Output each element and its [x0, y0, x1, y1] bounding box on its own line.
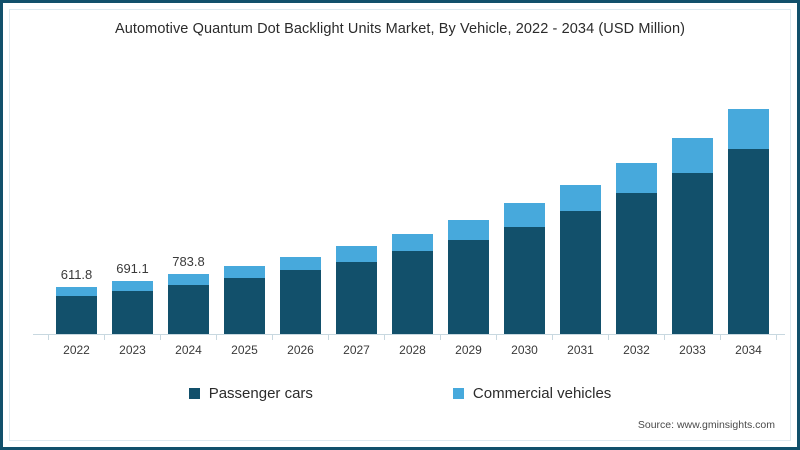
- bar-segment-passenger-cars-2025[interactable]: [224, 278, 265, 334]
- bar-segment-passenger-cars-2027[interactable]: [336, 261, 377, 334]
- x-axis-tick-2022: [48, 335, 49, 340]
- bar-segment-passenger-cars-2032[interactable]: [616, 193, 657, 334]
- bar-series-container: 611.8 691.1 783.8: [33, 98, 785, 340]
- bar-group-2030[interactable]: [504, 203, 545, 334]
- x-axis-tick-2033: [664, 335, 665, 340]
- x-axis-line: [33, 334, 785, 335]
- x-axis-label-2024: 2024: [175, 343, 202, 357]
- bar-segment-commercial-vehicles-2033[interactable]: [672, 138, 713, 173]
- bar-group-2027[interactable]: [336, 246, 377, 334]
- x-axis-tick-2034: [720, 335, 721, 340]
- bar-segment-passenger-cars-2024[interactable]: [168, 284, 209, 334]
- bar-group-2029[interactable]: [448, 219, 489, 334]
- bar-group-2034[interactable]: [728, 109, 769, 334]
- bar-segment-commercial-vehicles-2028[interactable]: [392, 233, 433, 252]
- x-axis-tick-2028: [384, 335, 385, 340]
- bar-segment-passenger-cars-2023[interactable]: [112, 290, 153, 334]
- bar-segment-passenger-cars-2034[interactable]: [728, 149, 769, 334]
- bar-value-label-2024: 783.8: [172, 254, 205, 270]
- bar-segment-commercial-vehicles-2029[interactable]: [448, 219, 489, 240]
- x-axis-tick-2027: [328, 335, 329, 340]
- plot-area: 611.8 691.1 783.8: [33, 98, 785, 340]
- legend-item-commercial-vehicles[interactable]: Commercial vehicles: [452, 385, 612, 402]
- bar-segment-commercial-vehicles-2034[interactable]: [728, 109, 769, 150]
- bar-group-2025[interactable]: [224, 266, 265, 334]
- bar-segment-commercial-vehicles-2025[interactable]: [224, 266, 265, 279]
- x-axis-label-2027: 2027: [343, 343, 370, 357]
- bar-segment-passenger-cars-2022[interactable]: [56, 295, 97, 334]
- x-axis-label-2032: 2032: [623, 343, 650, 357]
- bar-group-2028[interactable]: [392, 233, 433, 334]
- bar-segment-commercial-vehicles-2024[interactable]: [168, 274, 209, 285]
- x-axis-label-2030: 2030: [511, 343, 538, 357]
- legend-swatch-icon: [188, 388, 200, 399]
- legend-label: Passenger cars: [208, 385, 313, 402]
- x-axis-label-2025: 2025: [231, 343, 258, 357]
- bar-value-label-2023: 691.1: [116, 261, 149, 277]
- x-axis-label-2034: 2034: [735, 343, 762, 357]
- bar-segment-passenger-cars-2029[interactable]: [448, 239, 489, 334]
- x-axis-tick-2023: [104, 335, 105, 340]
- bar-segment-passenger-cars-2031[interactable]: [560, 211, 601, 334]
- x-axis-label-2026: 2026: [287, 343, 314, 357]
- x-axis-tick-2026: [272, 335, 273, 340]
- x-axis-tick-end: [776, 335, 777, 340]
- legend-label: Commercial vehicles: [472, 385, 612, 402]
- x-axis-tick-2030: [496, 335, 497, 340]
- bar-segment-commercial-vehicles-2031[interactable]: [560, 184, 601, 212]
- x-axis-labels: 2022 2023 2024 2025 2026 2027 2028 2029 2030 2031…: [33, 343, 785, 363]
- x-axis-label-2031: 2031: [567, 343, 594, 357]
- bar-group-2033[interactable]: [672, 138, 713, 334]
- x-axis-label-2022: 2022: [63, 343, 90, 357]
- source-attribution: Source: www.gminsights.com: [637, 419, 775, 431]
- bar-segment-commercial-vehicles-2023[interactable]: [112, 281, 153, 291]
- bar-segment-commercial-vehicles-2030[interactable]: [504, 203, 545, 227]
- bar-group-2023[interactable]: 691.1: [112, 261, 153, 334]
- bar-segment-commercial-vehicles-2027[interactable]: [336, 246, 377, 262]
- x-axis-tick-2031: [552, 335, 553, 340]
- chart-legend: Passenger cars Commercial vehicles: [3, 385, 797, 402]
- x-axis-tick-2025: [216, 335, 217, 340]
- bar-segment-commercial-vehicles-2032[interactable]: [616, 163, 657, 194]
- bar-value-label-2022: 611.8: [60, 267, 93, 283]
- x-axis-label-2023: 2023: [119, 343, 146, 357]
- x-axis-label-2028: 2028: [399, 343, 426, 357]
- bar-group-2024[interactable]: 783.8: [168, 254, 209, 334]
- bar-segment-passenger-cars-2028[interactable]: [392, 251, 433, 334]
- x-axis-tick-2024: [160, 335, 161, 340]
- x-axis-tick-2032: [608, 335, 609, 340]
- bar-group-2026[interactable]: [280, 256, 321, 334]
- bar-segment-commercial-vehicles-2026[interactable]: [280, 256, 321, 271]
- bar-segment-commercial-vehicles-2022[interactable]: [56, 287, 97, 296]
- bar-group-2031[interactable]: [560, 184, 601, 334]
- x-axis-tick-2029: [440, 335, 441, 340]
- legend-swatch-icon: [452, 388, 464, 399]
- bar-segment-passenger-cars-2033[interactable]: [672, 172, 713, 334]
- chart-title: Automotive Quantum Dot Backlight Units M…: [114, 21, 686, 37]
- legend-item-passenger-cars[interactable]: Passenger cars: [188, 385, 313, 402]
- bar-segment-passenger-cars-2026[interactable]: [280, 270, 321, 334]
- x-axis-label-2029: 2029: [455, 343, 482, 357]
- bar-segment-passenger-cars-2030[interactable]: [504, 226, 545, 334]
- bar-group-2032[interactable]: [616, 163, 657, 334]
- x-axis-label-2033: 2033: [679, 343, 706, 357]
- bar-group-2022[interactable]: 611.8: [56, 267, 97, 334]
